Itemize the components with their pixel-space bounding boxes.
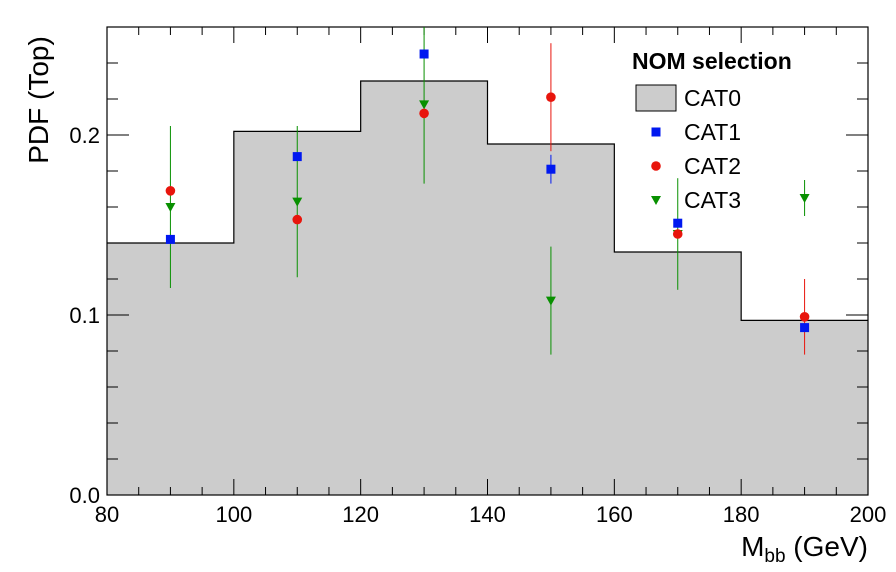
x-axis-title-unit: (GeV) xyxy=(786,531,868,562)
x-tick-label: 80 xyxy=(95,502,119,527)
cat2-point-4 xyxy=(672,229,683,239)
legend-label-cat3: CAT3 xyxy=(684,187,741,213)
cat2-point-1 xyxy=(292,214,303,225)
legend-swatch-cat2 xyxy=(651,161,661,171)
x-tick-label: 100 xyxy=(215,502,252,527)
legend-title: NOM selection xyxy=(632,48,792,74)
histogram-layer xyxy=(107,80,868,495)
cat2-point-2 xyxy=(419,108,429,119)
legend: NOM selection CAT0 CAT1 CAT2 CAT3 xyxy=(632,48,792,213)
cat2-point-3 xyxy=(546,92,556,102)
x-tick-label: 180 xyxy=(723,502,760,527)
x-axis-title-subscript: bb xyxy=(764,546,785,567)
points-layer xyxy=(165,27,810,355)
legend-swatch-cat0 xyxy=(635,84,677,112)
cat2-point-5 xyxy=(799,312,810,322)
legend-label-cat1: CAT1 xyxy=(684,119,741,145)
cat2-point-0 xyxy=(165,186,176,196)
x-tick-label: 120 xyxy=(342,502,379,527)
x-axis-title: Mbb (GeV) xyxy=(741,531,868,567)
legend-swatch-cat3 xyxy=(651,196,661,205)
legend-label-cat0: CAT0 xyxy=(684,85,741,111)
cat1-point-0 xyxy=(165,234,175,244)
y-tick-label: 0.0 xyxy=(69,483,100,508)
ticks-layer xyxy=(106,26,869,496)
legend-swatch-cat1 xyxy=(651,127,661,137)
cat3-point-3 xyxy=(545,296,556,306)
cat1-point-1 xyxy=(292,152,302,162)
y-tick-label: 0.2 xyxy=(69,123,100,148)
cat1-point-5 xyxy=(800,323,810,333)
cat3-point-5 xyxy=(799,194,810,203)
histogram-outline xyxy=(107,80,868,321)
x-tick-label: 140 xyxy=(469,502,506,527)
x-tick-label: 200 xyxy=(850,502,887,527)
y-tick-label: 0.1 xyxy=(69,303,100,328)
cat3-point-1 xyxy=(292,197,303,207)
cat3-point-2 xyxy=(419,100,430,110)
y-axis-title: PDF (Top) xyxy=(23,36,54,164)
legend-label-cat2: CAT2 xyxy=(684,153,741,179)
x-tick-label: 160 xyxy=(596,502,633,527)
cat1-point-3 xyxy=(546,164,556,174)
cat3-point-0 xyxy=(165,203,176,212)
cat1-point-2 xyxy=(419,49,429,59)
x-axis-title-main: M xyxy=(741,531,764,562)
tick-labels-layer: 80 100 120 140 160 180 200 0.0 0.1 0.2 xyxy=(69,123,886,527)
cat1-point-4 xyxy=(673,218,683,228)
